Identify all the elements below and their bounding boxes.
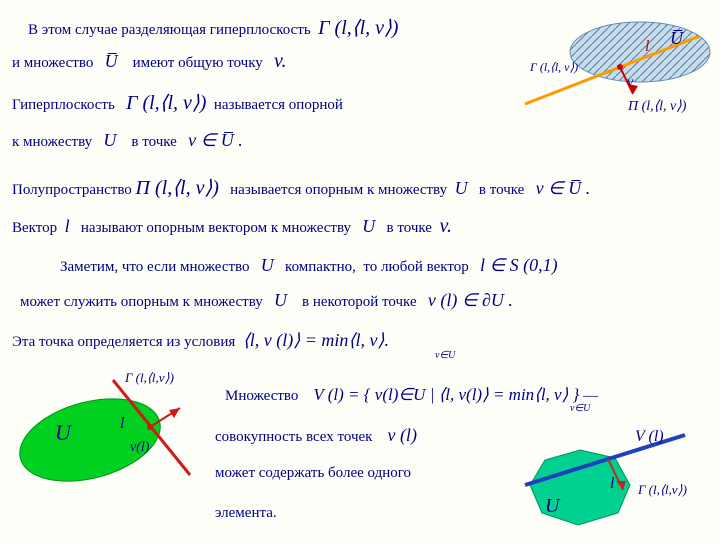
p8b: U — [274, 290, 287, 310]
p7b: U — [261, 255, 274, 275]
p4b: U — [103, 130, 116, 150]
fig2-gamma-label: Γ (l,⟨l,v⟩) — [125, 370, 174, 386]
p7c: компактно, — [285, 259, 356, 275]
fig1-v-label: v — [627, 75, 633, 91]
p5a: Полупространство — [12, 182, 132, 198]
p2d: v. — [274, 50, 286, 72]
p6a: Вектор — [12, 220, 57, 236]
p9sub: v∈U — [435, 350, 455, 361]
p10dash: — — [583, 388, 598, 404]
p3c: называется опорной — [214, 97, 343, 113]
figure-2 — [5, 370, 220, 500]
p5b: Π (l,⟨l, v⟩) — [136, 177, 219, 199]
fig3-U-label: U — [545, 495, 559, 518]
p11b: v (l) — [387, 425, 416, 445]
p11a: совокупность всех точек — [215, 429, 372, 445]
p5e: в точке — [479, 182, 524, 198]
fig1-gamma-label: Γ (l,⟨l, v⟩) — [530, 60, 578, 75]
p2b: U̅ — [105, 51, 118, 71]
p5d: U — [455, 178, 468, 198]
p9a: Эта точка определяется из условия — [12, 334, 235, 350]
fig3-l-label: l — [610, 475, 614, 493]
fig1-pi-label: Π (l,⟨l, v⟩) — [628, 98, 686, 115]
p1a: В этом случае разделяющая гиперплоскость — [28, 22, 311, 38]
p8c: в некоторой точке — [302, 294, 417, 310]
p4a: к множеству — [12, 134, 92, 150]
figure-1 — [520, 12, 720, 142]
p2a: и множество — [12, 55, 93, 71]
fig2-U-label: U — [55, 420, 71, 446]
fig2-l-label: l — [120, 415, 124, 433]
p6c: называют опорным вектором к множеству — [81, 220, 351, 236]
p5f: v ∈ U̅ . — [536, 178, 591, 198]
p5c: называется опорным к множеству — [230, 182, 447, 198]
p6b: l — [65, 216, 70, 236]
p8d: v (l) ∈ ∂U . — [428, 290, 513, 310]
p8a: может служить опорным к множеству — [20, 294, 263, 310]
p3a: Гиперплоскость — [12, 97, 115, 113]
p10a: Множество — [225, 388, 298, 404]
p7e: l ∈ S (0,1) — [480, 255, 558, 275]
p7d: то любой вектор — [363, 259, 468, 275]
p6f: v. — [439, 215, 451, 237]
p7a: Заметим, что если множество — [60, 259, 250, 275]
p4d: v ∈ U̅ . — [188, 130, 243, 150]
p10b: V (l) = { v(l)∈U | ⟨l, v(l)⟩ = min⟨l, v⟩… — [313, 385, 579, 404]
p6e: в точке — [387, 220, 432, 236]
fig2-vl-label: v(l) — [130, 440, 149, 456]
fig3-gamma-label: Γ (l,⟨l,v⟩) — [638, 482, 687, 498]
p9b: ⟨l, v (l)⟩ = min⟨l, v⟩. — [243, 330, 389, 350]
p3b: Γ (l,⟨l, v⟩) — [126, 92, 206, 114]
fig1-U-label: U̅ — [670, 28, 683, 49]
p12a: может содержать более одного — [215, 465, 411, 482]
p13a: элемента. — [215, 505, 277, 522]
p10sub: v∈U — [570, 403, 590, 414]
p4c: в точке — [131, 134, 176, 150]
p6d: U — [362, 216, 375, 236]
fig1-l-label: l — [645, 38, 649, 56]
fig3-Vl-label: V (l) — [635, 428, 664, 446]
p1b: Γ (l,⟨l, v⟩) — [318, 17, 398, 39]
p2c: имеют общую точку — [133, 55, 263, 71]
